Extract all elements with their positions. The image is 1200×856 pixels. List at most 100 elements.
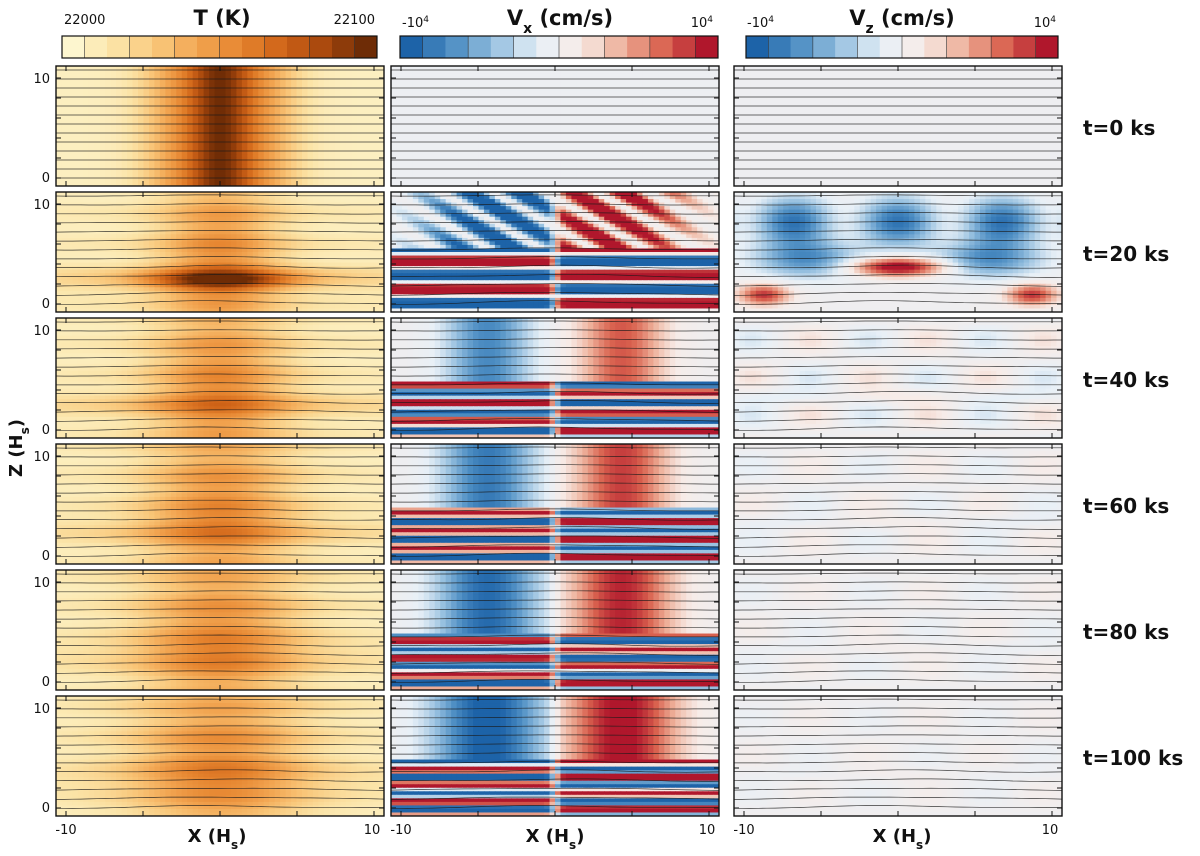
heatmap-cell (810, 80, 817, 85)
heatmap-cell (373, 136, 380, 141)
heatmap-cell (467, 175, 474, 180)
panel-grid (55, 65, 1063, 817)
heatmap-cell (121, 154, 128, 159)
heatmap-cell (527, 154, 534, 159)
heatmap-cell (225, 69, 232, 74)
heatmap-cell (702, 126, 709, 131)
heatmap-cell (947, 69, 954, 74)
heatmap-cell (837, 87, 844, 92)
heatmap-cell (356, 182, 363, 186)
heatmap-cell (285, 104, 292, 109)
heatmap-cell (192, 150, 199, 155)
heatmap-cell (675, 108, 682, 113)
heatmap-cell (555, 97, 562, 102)
heatmap-cell (1051, 66, 1058, 71)
heatmap-cell (429, 87, 436, 92)
heatmap-cell (209, 87, 216, 92)
heatmap-cell (604, 69, 611, 74)
heatmap-cell (77, 80, 84, 85)
heatmap-cell (61, 118, 68, 124)
heatmap-cell (675, 97, 682, 102)
heatmap-cell (887, 97, 894, 102)
heatmap-cell (66, 87, 73, 92)
heatmap-cell (83, 118, 90, 124)
heatmap-cell (307, 115, 314, 120)
heatmap-cell (312, 143, 319, 148)
heatmap-cell (378, 182, 384, 186)
heatmap-cell (500, 129, 507, 134)
heatmap-cell (930, 90, 937, 95)
heatmap-cell (881, 94, 888, 99)
heatmap-cell (990, 73, 997, 78)
heatmap-cell (269, 66, 276, 71)
heatmap-cell (214, 108, 221, 113)
heatmap-cell (340, 83, 347, 88)
heatmap-cell (538, 104, 545, 109)
heatmap-cell (61, 150, 68, 155)
heatmap-cell (1034, 97, 1041, 102)
heatmap-cell (214, 97, 221, 102)
heatmap-cell (467, 168, 474, 173)
heatmap-cell (658, 66, 665, 71)
heatmap-cell (734, 69, 741, 74)
heatmap-cell (653, 182, 660, 186)
heatmap-cell (467, 83, 474, 88)
heatmap-cell (799, 101, 806, 106)
heatmap-cell (680, 133, 687, 138)
heatmap-cell (263, 171, 270, 177)
heatmap-cell (429, 90, 436, 95)
heatmap-cell (631, 108, 638, 113)
heatmap-cell (697, 69, 704, 74)
heatmap-cell (647, 111, 654, 117)
heatmap-cell (209, 90, 216, 95)
heatmap-cell (220, 122, 227, 127)
heatmap-cell (522, 69, 529, 74)
heatmap-cell (334, 83, 341, 88)
heatmap-cell (826, 97, 833, 102)
heatmap-cell (637, 147, 644, 152)
heatmap-cell (83, 161, 90, 166)
heatmap-cell (230, 161, 237, 166)
heatmap-cell (587, 94, 594, 99)
heatmap-cell (99, 87, 106, 92)
heatmap-cell (620, 178, 627, 184)
heatmap-cell (274, 97, 281, 102)
heatmap-cell (351, 94, 358, 99)
heatmap-cell (445, 104, 452, 109)
heatmap-cell (473, 171, 480, 177)
heatmap-cell (367, 143, 374, 148)
heatmap-cell (291, 101, 298, 106)
heatmap-cell (209, 126, 216, 131)
heatmap-cell (165, 133, 172, 138)
heatmap-cell (258, 118, 265, 124)
heatmap-cell (631, 164, 638, 169)
heatmap-cell (642, 66, 649, 71)
heatmap-cell (691, 87, 698, 92)
heatmap-cell (609, 69, 616, 74)
heatmap-cell (66, 168, 73, 173)
heatmap-cell (511, 73, 518, 78)
heatmap-cell (582, 101, 589, 106)
heatmap-cell (263, 168, 270, 173)
heatmap-cell (209, 133, 216, 138)
heatmap-cell (132, 175, 139, 180)
heatmap-cell (1051, 90, 1058, 95)
heatmap-cell (247, 115, 254, 120)
heatmap-cell (1040, 83, 1047, 88)
heatmap-cell (919, 69, 926, 74)
heatmap-cell (697, 126, 704, 131)
heatmap-cell (247, 104, 254, 109)
heatmap-cell (675, 136, 682, 141)
heatmap-cell (236, 83, 243, 88)
heatmap-cell (1045, 104, 1052, 109)
heatmap-cell (340, 80, 347, 85)
heatmap-cell (56, 97, 63, 102)
heatmap-cell (154, 66, 161, 71)
heatmap-cell (423, 129, 430, 134)
heatmap-cell (154, 101, 161, 106)
heatmap-cell (329, 126, 336, 131)
heatmap-cell (407, 126, 414, 131)
heatmap-cell (61, 73, 68, 78)
heatmap-cell (810, 66, 817, 71)
heatmap-cell (351, 175, 358, 180)
